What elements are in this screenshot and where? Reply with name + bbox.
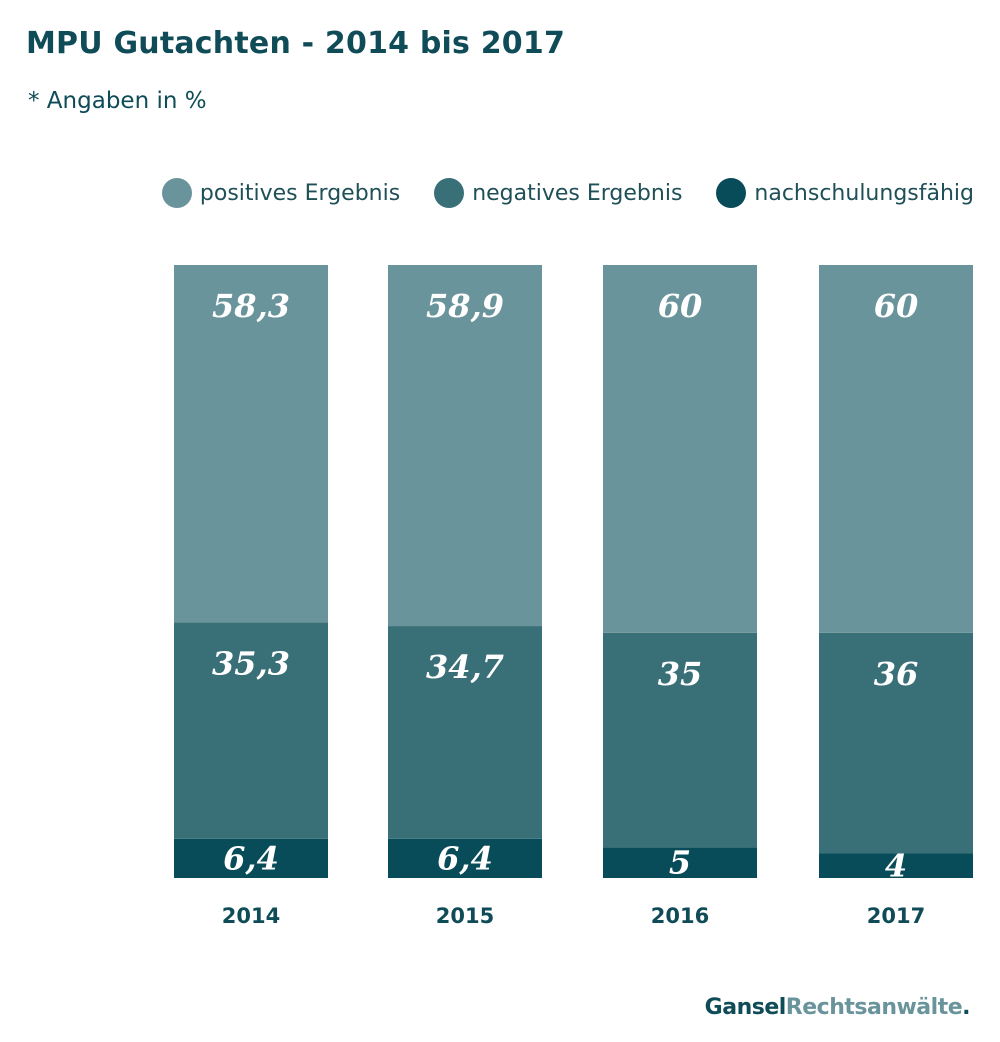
data-label-negative-2014: 35,3	[212, 644, 290, 682]
chart-subtitle: * Angaben in %	[28, 88, 207, 114]
legend-swatch-positive	[161, 178, 192, 208]
data-label-positive-2016: 60	[658, 287, 703, 325]
x-tick-label-2017: 2017	[867, 904, 925, 928]
bar-segment-negative-2017	[819, 632, 973, 854]
bar-segment-retraining-2017	[819, 853, 973, 878]
legend-item-positive: positives Ergebnis	[161, 178, 401, 208]
x-tick-label-2016: 2016	[651, 904, 709, 928]
data-label-retraining-2014: 6,4	[223, 839, 279, 877]
legend-swatch-retraining	[716, 178, 747, 208]
bar-segment-positive-2014	[174, 265, 328, 623]
data-label-negative-2015: 34,7	[426, 648, 504, 686]
chart-title: MPU Gutachten - 2014 bis 2017	[26, 26, 566, 61]
bar-segment-retraining-2015	[388, 838, 542, 878]
legend-swatch-negative	[434, 178, 465, 208]
legend: positives Ergebnis negatives Ergebnis na…	[161, 178, 974, 208]
x-tick-label-2015: 2015	[436, 904, 494, 928]
legend-item-retraining: nachschulungsfähig	[716, 178, 974, 208]
data-label-retraining-2015: 6,4	[437, 839, 493, 877]
bar-segment-negative-2016	[603, 632, 757, 848]
data-label-positive-2017: 60	[874, 287, 919, 325]
x-tick-label-2014: 2014	[222, 904, 280, 928]
bar-segment-retraining-2014	[174, 838, 328, 878]
bar-segment-negative-2014	[174, 622, 328, 839]
data-label-positive-2015: 58,9	[426, 287, 504, 325]
bar-segment-positive-2015	[388, 265, 542, 627]
legend-item-negative: negatives Ergebnis	[434, 178, 682, 208]
bar-segment-positive-2017	[819, 265, 973, 633]
bar-segment-positive-2016	[603, 265, 757, 633]
data-label-retraining-2016: 5	[669, 844, 691, 882]
legend-label-positive: positives Ergebnis	[199, 180, 401, 206]
bar-segment-negative-2015	[388, 626, 542, 839]
brand-logo: GanselRechtsanwälte.	[704, 995, 971, 1020]
data-label-negative-2017: 36	[874, 655, 919, 693]
data-label-retraining-2017: 4	[885, 847, 907, 885]
data-label-positive-2014: 58,3	[212, 287, 290, 325]
legend-label-negative: negatives Ergebnis	[472, 180, 683, 206]
legend-label-retraining: nachschulungsfähig	[754, 180, 974, 206]
data-label-negative-2016: 35	[658, 655, 703, 693]
bar-segment-retraining-2016	[603, 847, 757, 878]
